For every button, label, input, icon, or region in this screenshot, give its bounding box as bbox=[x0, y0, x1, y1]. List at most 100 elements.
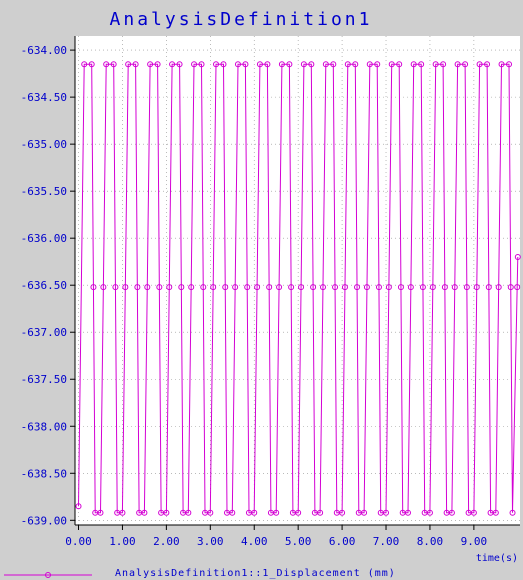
data-point-marker bbox=[163, 509, 170, 516]
mean-crossing-marker bbox=[166, 284, 173, 291]
data-point-marker bbox=[426, 509, 433, 516]
data-point-marker bbox=[198, 61, 205, 68]
mean-crossing-marker bbox=[407, 284, 414, 291]
data-point-marker bbox=[154, 61, 161, 68]
data-point-marker bbox=[273, 509, 280, 516]
data-point-marker bbox=[75, 503, 82, 510]
series-layer bbox=[75, 61, 521, 516]
data-point-marker bbox=[383, 509, 390, 516]
mean-crossing-marker bbox=[156, 284, 163, 291]
data-point-marker bbox=[97, 509, 104, 516]
mean-crossing-marker bbox=[310, 284, 317, 291]
x-tick-label: 8.00 bbox=[417, 535, 444, 548]
data-point-marker bbox=[352, 61, 359, 68]
chart-title: AnalysisDefinition1 bbox=[110, 9, 373, 30]
x-tick-label: 1.00 bbox=[109, 535, 136, 548]
tick-label-layer: -634.00 -634.50 -635.00 -635.50 -636.00 -636.… bbox=[21, 44, 487, 548]
x-tick-label: 0.00 bbox=[65, 535, 92, 548]
data-point-marker bbox=[396, 61, 403, 68]
mean-crossing-marker bbox=[473, 284, 480, 291]
data-point-marker bbox=[418, 61, 425, 68]
data-point-marker bbox=[322, 61, 329, 68]
mean-crossing-marker bbox=[298, 284, 305, 291]
mean-crossing-marker bbox=[495, 284, 502, 291]
y-tick-label: -636.00 bbox=[21, 232, 67, 245]
data-point-marker bbox=[308, 61, 315, 68]
y-tick-label: -637.50 bbox=[21, 373, 67, 386]
mean-crossing-marker bbox=[419, 284, 426, 291]
data-point-marker bbox=[81, 61, 88, 68]
mean-crossing-marker bbox=[375, 284, 382, 291]
data-point-marker bbox=[141, 509, 148, 516]
mean-crossing-marker bbox=[429, 284, 436, 291]
data-point-marker bbox=[366, 61, 373, 68]
data-point-marker bbox=[484, 61, 491, 68]
mean-crossing-marker bbox=[288, 284, 295, 291]
data-point-marker bbox=[169, 61, 176, 68]
mean-crossing-marker bbox=[144, 284, 151, 291]
data-point-marker bbox=[125, 61, 132, 68]
data-point-marker bbox=[388, 61, 395, 68]
y-tick-label: -636.50 bbox=[21, 279, 67, 292]
data-point-marker bbox=[191, 61, 198, 68]
x-axis-label: time(s) bbox=[476, 553, 518, 564]
legend-marker bbox=[45, 572, 51, 578]
data-point-marker bbox=[295, 509, 302, 516]
mean-crossing-marker bbox=[363, 284, 370, 291]
mean-crossing-marker bbox=[451, 284, 458, 291]
mean-crossing-marker bbox=[276, 284, 283, 291]
mean-crossing-marker bbox=[514, 284, 521, 291]
y-tick-label: -637.00 bbox=[21, 326, 67, 339]
data-point-marker bbox=[506, 61, 513, 68]
data-point-marker bbox=[492, 509, 499, 516]
data-point-marker bbox=[234, 61, 241, 68]
data-point-marker bbox=[278, 61, 285, 68]
mean-crossing-marker bbox=[341, 284, 348, 291]
data-point-marker bbox=[110, 61, 117, 68]
data-point-marker bbox=[344, 61, 351, 68]
mean-crossing-marker bbox=[200, 284, 207, 291]
data-point-marker bbox=[300, 61, 307, 68]
y-tick-label: -638.00 bbox=[21, 420, 67, 433]
data-point-marker bbox=[207, 509, 214, 516]
data-point-marker bbox=[317, 509, 324, 516]
data-point-marker bbox=[103, 61, 110, 68]
data-point-marker bbox=[88, 61, 95, 68]
data-point-marker bbox=[440, 61, 447, 68]
data-point-marker bbox=[509, 509, 516, 516]
mean-crossing-marker bbox=[485, 284, 492, 291]
mean-crossing-marker bbox=[266, 284, 273, 291]
data-point-marker bbox=[251, 509, 258, 516]
data-point-marker bbox=[462, 61, 469, 68]
mean-crossing-marker bbox=[507, 284, 514, 291]
data-point-marker bbox=[256, 61, 263, 68]
mean-crossing-marker bbox=[397, 284, 404, 291]
data-point-marker bbox=[374, 61, 381, 68]
x-tick-label: 3.00 bbox=[197, 535, 224, 548]
mean-crossing-marker bbox=[354, 284, 361, 291]
data-point-marker bbox=[339, 509, 346, 516]
mean-crossing-marker bbox=[232, 284, 239, 291]
data-point-marker bbox=[410, 61, 417, 68]
data-point-marker bbox=[476, 61, 483, 68]
data-point-marker bbox=[213, 61, 220, 68]
data-point-marker bbox=[361, 509, 368, 516]
mean-crossing-marker bbox=[210, 284, 217, 291]
mean-crossing-marker bbox=[122, 284, 129, 291]
data-point-marker bbox=[176, 61, 183, 68]
axis-layer bbox=[70, 36, 520, 530]
y-tick-label: -635.00 bbox=[21, 138, 67, 151]
mean-crossing-marker bbox=[134, 284, 141, 291]
data-point-marker bbox=[330, 61, 337, 68]
mean-crossing-marker bbox=[254, 284, 261, 291]
y-tick-label: -639.00 bbox=[21, 514, 67, 527]
grid-layer bbox=[75, 36, 520, 525]
data-point-marker bbox=[119, 509, 126, 516]
x-tick-label: 7.00 bbox=[373, 535, 400, 548]
data-point-marker bbox=[404, 509, 411, 516]
data-point-marker bbox=[147, 61, 154, 68]
legend-series-label: AnalysisDefinition1::1_Displacement (mm) bbox=[115, 568, 396, 579]
mean-crossing-marker bbox=[463, 284, 470, 291]
data-point-marker bbox=[220, 61, 227, 68]
